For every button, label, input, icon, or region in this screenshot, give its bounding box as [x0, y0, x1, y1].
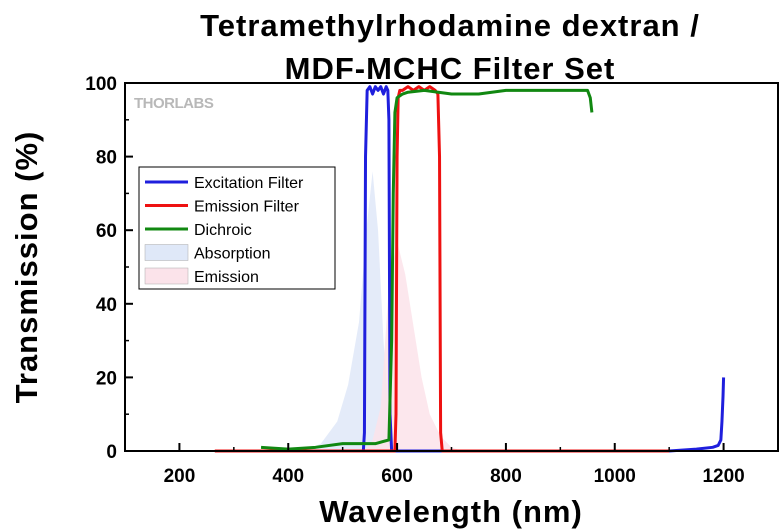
legend-label-excitation-filter: Excitation Filter — [194, 175, 304, 192]
y-axis-ticks: 0 20 40 60 80 100 — [85, 74, 133, 463]
x-tick-label: 1200 — [702, 466, 744, 487]
legend-swatch-emission — [144, 267, 189, 285]
y-tick-label: 100 — [85, 74, 117, 95]
legend-label-dichroic: Dichroic — [194, 222, 252, 239]
x-tick-label: 200 — [164, 466, 196, 487]
y-tick-label: 40 — [96, 295, 117, 316]
dichroic-line — [260, 88, 594, 451]
x-axis-title: Wavelength (nm) — [319, 494, 583, 529]
absorption-area — [304, 171, 400, 451]
x-tick-label: 600 — [381, 466, 413, 487]
legend: Excitation Filter Emission Filter Dichroic… — [138, 166, 336, 290]
x-tick-label: 1000 — [594, 466, 636, 487]
y-tick-label: 0 — [106, 442, 117, 463]
x-tick-label: 400 — [272, 466, 304, 487]
thorlabs-watermark: THORLABS — [134, 95, 214, 112]
y-tick-label: 60 — [96, 221, 117, 242]
legend-label-absorption: Absorption — [194, 246, 271, 263]
legend-label-emission: Emission — [194, 269, 259, 286]
legend-swatch-absorption — [144, 244, 189, 261]
x-tick-label: 800 — [490, 466, 522, 487]
chart-title-line-2: MDF-MCHC Filter Set — [285, 51, 616, 86]
chart-title-line-1: Tetramethylrhodamine dextran / — [200, 8, 700, 43]
y-tick-label: 80 — [96, 148, 117, 169]
y-tick-label: 20 — [96, 368, 117, 389]
x-axis-ticks: 200 400 600 800 1000 1200 — [124, 443, 779, 487]
legend-label-emission-filter: Emission Filter — [194, 199, 300, 216]
y-axis-title: Transmission (%) — [9, 131, 44, 404]
